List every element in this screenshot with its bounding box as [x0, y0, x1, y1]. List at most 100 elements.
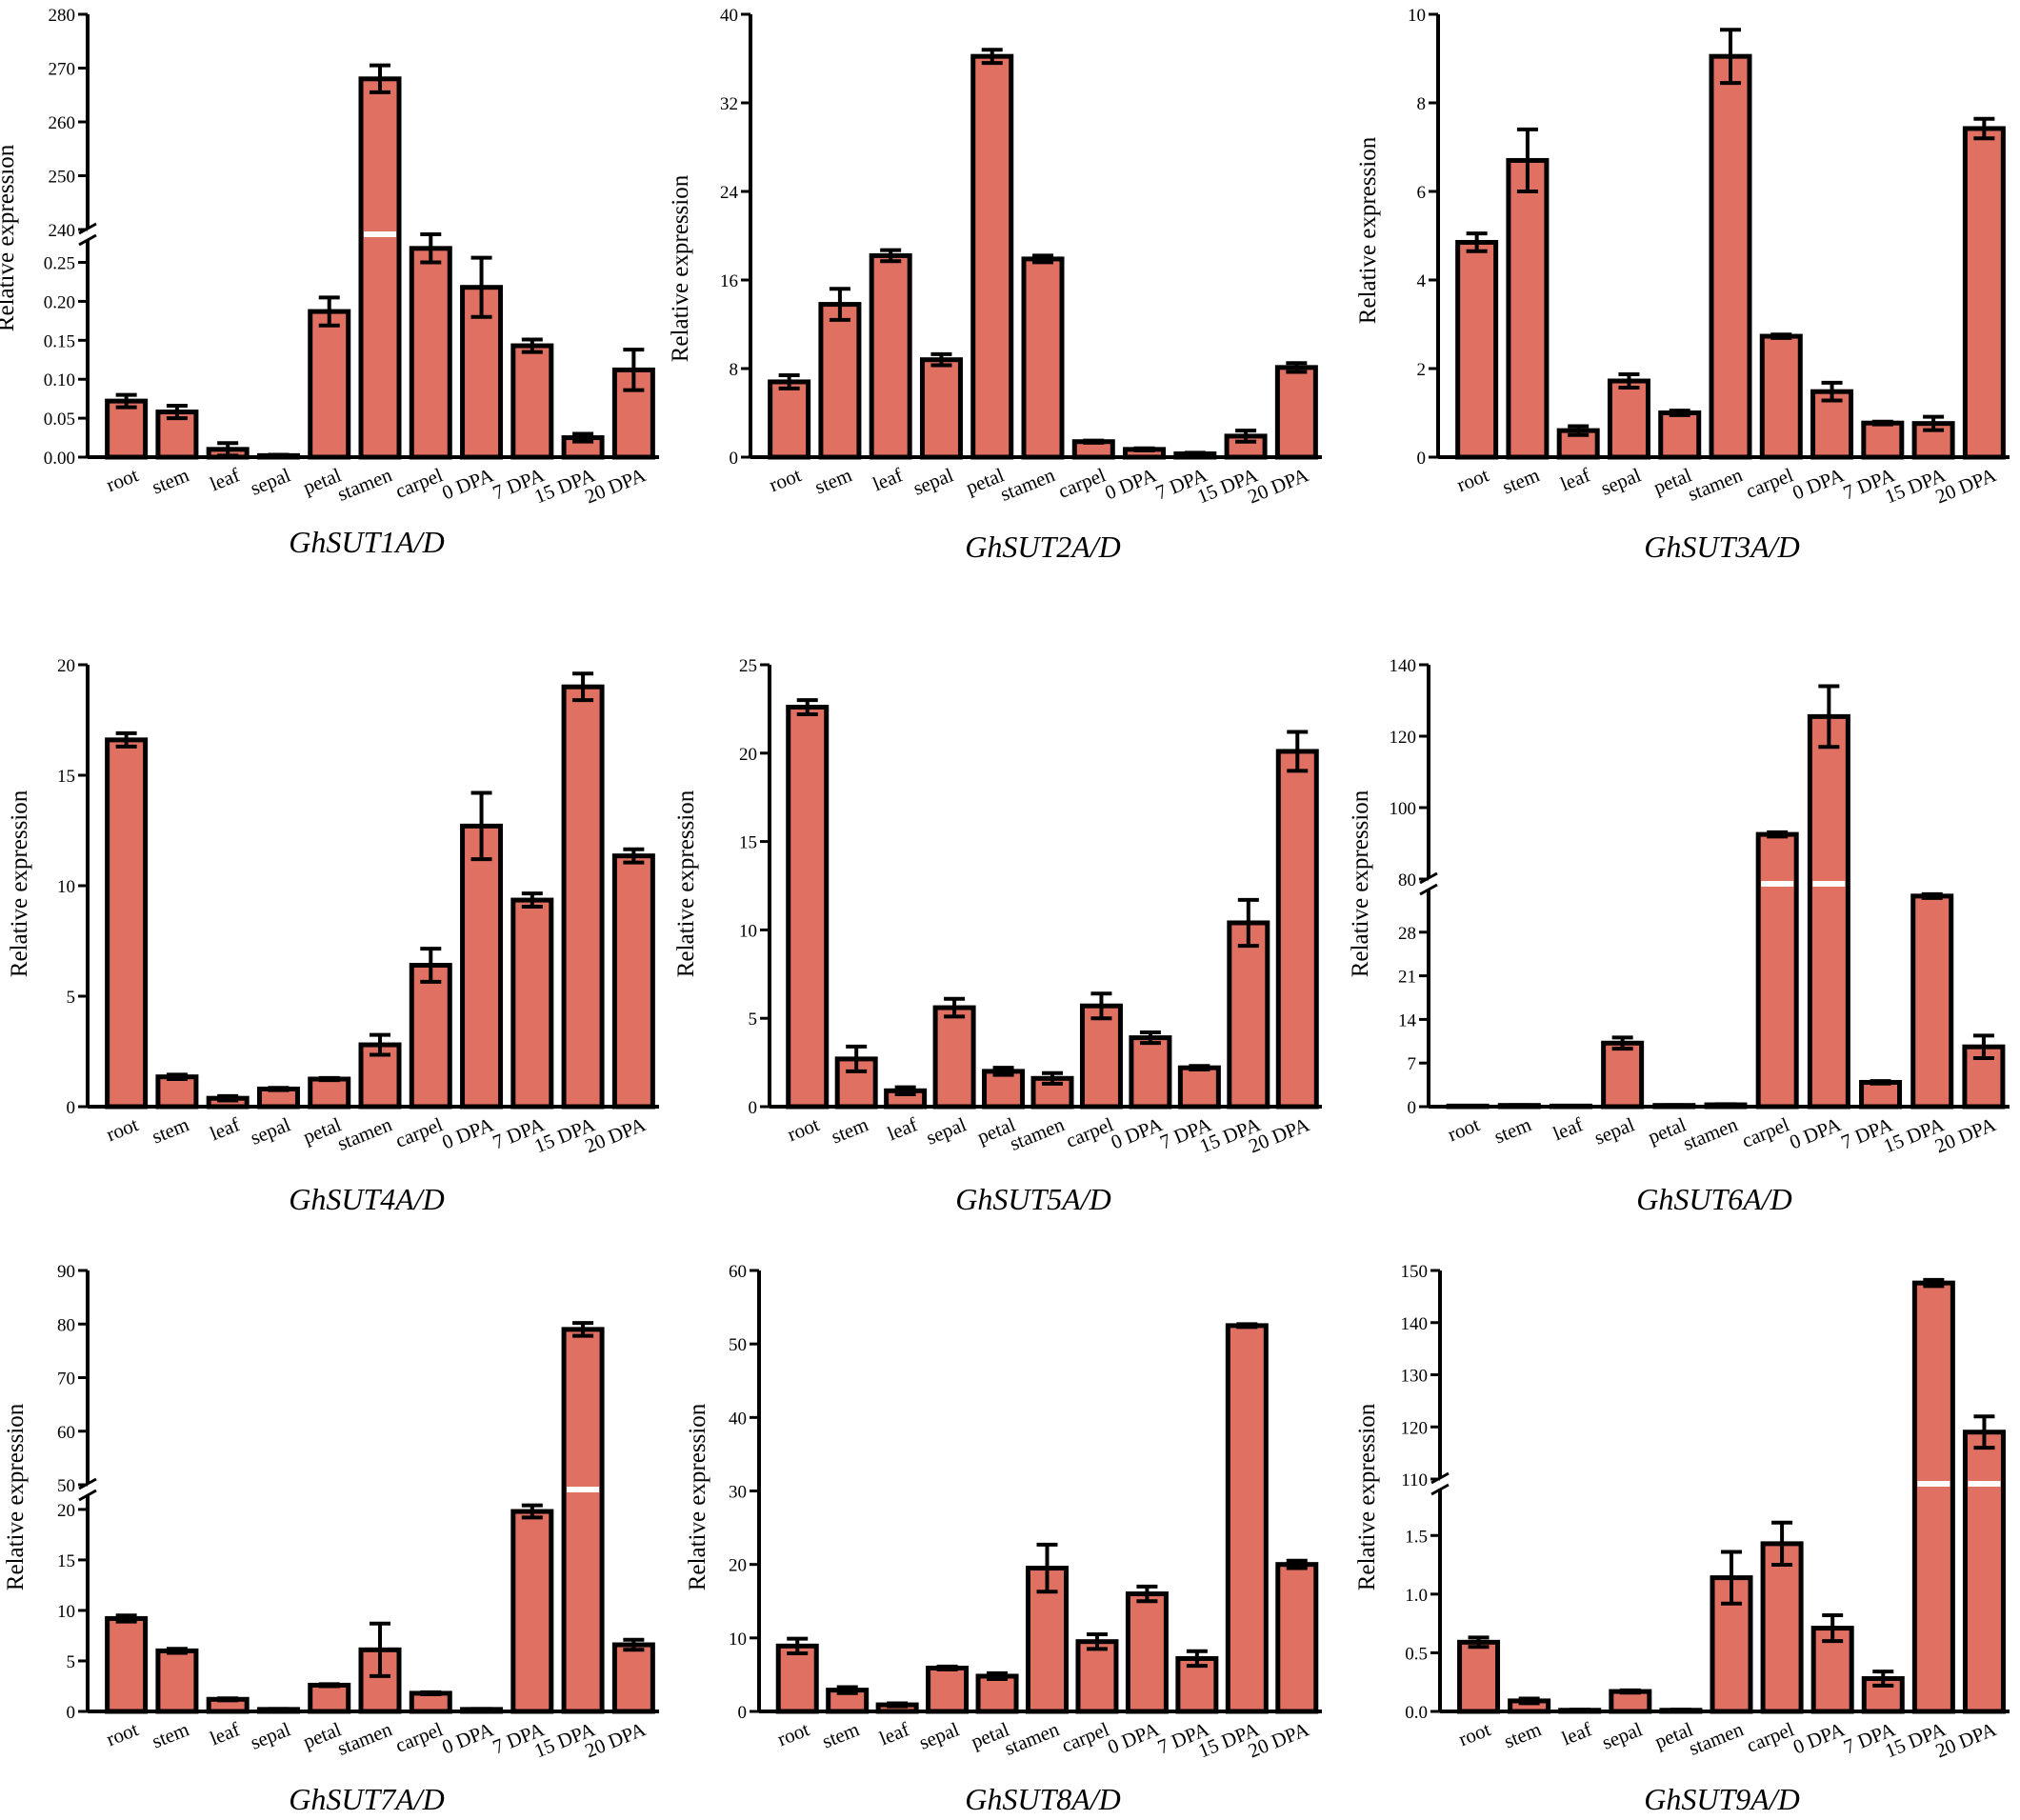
- category-label: stamen: [997, 463, 1059, 506]
- y-tick-label: 130: [1401, 1367, 1429, 1387]
- error-bar: [1923, 1277, 1945, 1289]
- y-tick-label: 70: [57, 1370, 75, 1390]
- error-bar: [318, 295, 340, 328]
- y-tick-label: 140: [1390, 656, 1417, 676]
- y-tick-label: 24: [720, 183, 739, 203]
- error-bar: [1518, 1696, 1540, 1706]
- error-bar: [420, 1690, 442, 1696]
- error-bar: [1770, 332, 1792, 340]
- y-tick-label: 16: [720, 271, 738, 291]
- bar-root: [105, 1615, 149, 1714]
- category-label: stamen: [334, 463, 396, 506]
- category-label: leaf: [870, 463, 906, 495]
- bar-petal: [308, 1682, 351, 1714]
- bar-20-dpa: [611, 853, 655, 1110]
- error-bar: [894, 1085, 916, 1097]
- bar-carpel: [409, 246, 452, 460]
- y-tick-label: 4: [1417, 271, 1427, 291]
- error-bar: [370, 63, 390, 94]
- error-bar: [420, 232, 442, 265]
- bar-7-dpa: [510, 1509, 554, 1714]
- error-bar: [1236, 1322, 1258, 1330]
- category-label: leaf: [207, 1112, 243, 1145]
- error-bar: [1872, 1670, 1894, 1688]
- error-bar: [1822, 1613, 1844, 1644]
- error-bar: [1083, 438, 1105, 445]
- bar-0-dpa: [1807, 713, 1850, 1110]
- y-tick-label: 0: [730, 449, 739, 469]
- category-label: stem: [149, 1112, 192, 1148]
- bar-petal: [308, 1076, 351, 1110]
- y-axis-title: Relative expression: [1355, 136, 1381, 324]
- category-label: stem: [1490, 1112, 1534, 1148]
- error-bar: [521, 1503, 543, 1520]
- bar-7-dpa: [1859, 1079, 1903, 1110]
- bar-20-dpa: [611, 1642, 655, 1714]
- bar-root: [768, 379, 811, 460]
- error-bar: [115, 392, 137, 410]
- category-label: root: [774, 1717, 813, 1750]
- y-tick-label: 270: [49, 60, 76, 80]
- error-bar: [1973, 116, 1995, 141]
- error-bar: [623, 1637, 645, 1652]
- error-bar: [1286, 1558, 1308, 1570]
- bar-carpel: [1075, 1639, 1119, 1714]
- bar-20-dpa: [1275, 749, 1319, 1110]
- bar-root: [1455, 239, 1499, 460]
- error-bar: [936, 1664, 958, 1672]
- category-label: leaf: [876, 1717, 912, 1750]
- y-tick-label: 14: [1398, 1010, 1417, 1030]
- category-label: root: [784, 1112, 823, 1146]
- bar-break-gap: [364, 231, 396, 237]
- error-bar: [1870, 1079, 1891, 1086]
- category-label: root: [103, 463, 142, 496]
- bar-0-dpa: [1129, 1035, 1172, 1110]
- bar-7-dpa: [1861, 420, 1905, 460]
- error-bar: [470, 790, 492, 862]
- y-tick-label: 20: [57, 1501, 75, 1521]
- category-label: root: [1445, 1112, 1484, 1146]
- gene-title: GhSUT3A/D: [1644, 530, 1800, 564]
- bar-break-gap: [567, 1487, 600, 1492]
- error-bar: [572, 671, 594, 703]
- gene-title: GhSUT2A/D: [965, 530, 1121, 564]
- error-bar: [521, 891, 543, 910]
- y-tick-label: 25: [739, 656, 757, 676]
- error-bar: [1189, 1064, 1210, 1072]
- bar-root: [105, 737, 149, 1110]
- y-tick-label: 32: [720, 94, 738, 114]
- bar-0-dpa: [460, 823, 504, 1110]
- y-tick-label: 40: [720, 6, 738, 26]
- gene-title: GhSUT9A/D: [1644, 1782, 1800, 1816]
- y-tick-label: 8: [730, 360, 739, 380]
- category-label: stem: [828, 1112, 871, 1148]
- category-label: root: [766, 463, 805, 496]
- error-bar: [1972, 1033, 1994, 1060]
- category-label: 0 DPA: [439, 1112, 498, 1153]
- bar-0-dpa: [1125, 1591, 1169, 1714]
- error-bar: [1821, 380, 1843, 403]
- y-tick-label: 40: [729, 1409, 747, 1429]
- error-bar: [1139, 1030, 1161, 1046]
- y-tick-label: 60: [729, 1262, 747, 1282]
- y-tick-label: 10: [729, 1630, 747, 1650]
- category-label: 0 DPA: [439, 463, 498, 504]
- category-label: leaf: [1557, 463, 1593, 495]
- y-tick-label: 120: [1401, 1418, 1429, 1438]
- bar-stem: [155, 1648, 199, 1714]
- y-tick-label: 0.20: [44, 292, 75, 312]
- bar-root: [105, 398, 149, 460]
- error-bar: [1973, 1414, 1995, 1450]
- category-label: root: [103, 1717, 142, 1750]
- error-bar: [115, 730, 137, 749]
- category-label: leaf: [884, 1112, 920, 1145]
- y-tick-label: 250: [49, 168, 76, 188]
- y-tick-label: 150: [1401, 1262, 1429, 1282]
- y-tick-label: 30: [729, 1483, 747, 1503]
- y-tick-label: 260: [49, 113, 76, 133]
- category-label: leaf: [207, 1717, 243, 1750]
- category-label: sepal: [1597, 463, 1644, 499]
